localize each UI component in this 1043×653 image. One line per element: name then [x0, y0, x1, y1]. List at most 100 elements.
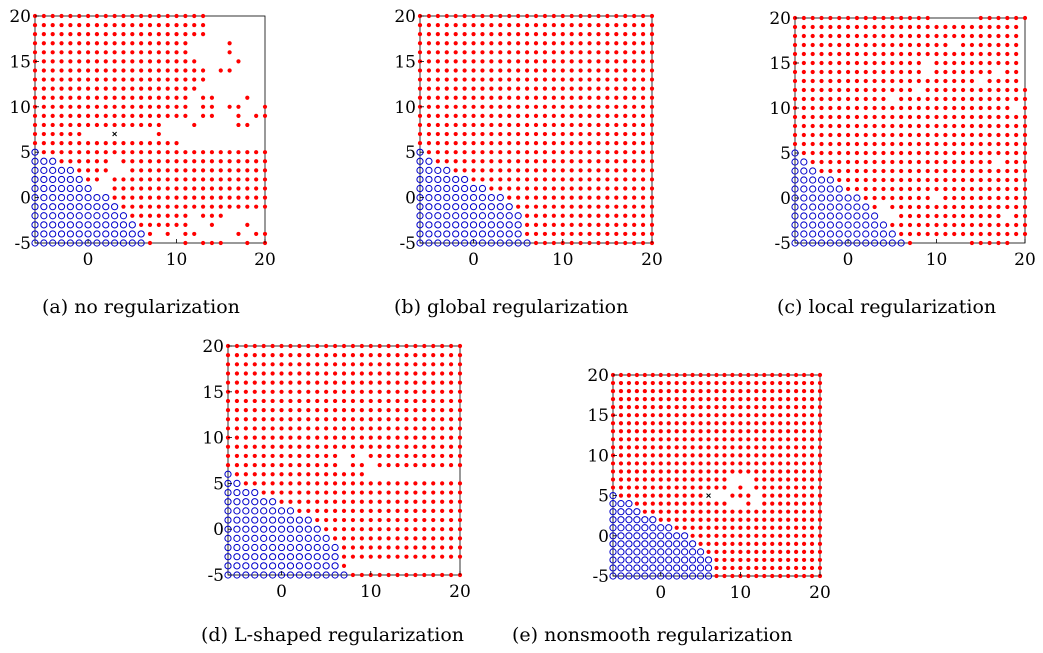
red-star-point: [297, 398, 302, 404]
blue-circle-point: [425, 221, 433, 229]
blue-circle-point: [641, 548, 649, 556]
red-star-point: [810, 105, 815, 111]
red-star-point: [596, 177, 601, 182]
red-star-point: [828, 42, 833, 48]
red-star-point: [649, 150, 655, 155]
red-star-point: [738, 533, 743, 538]
red-star-point: [507, 22, 512, 28]
red-star-point: [516, 113, 521, 118]
red-star-point: [632, 95, 637, 100]
red-star-point: [810, 42, 815, 48]
red-star-point: [350, 462, 356, 468]
red-star-point: [587, 95, 592, 100]
red-star-point: [819, 150, 824, 156]
red-star-point: [192, 186, 197, 191]
red-star-point: [209, 195, 215, 200]
red-star-point: [103, 150, 108, 155]
red-star-point: [642, 372, 647, 378]
red-star-point: [324, 362, 329, 367]
red-star-point: [94, 159, 100, 164]
red-star-point: [112, 95, 117, 100]
red-star-point: [837, 123, 842, 129]
red-star-point: [103, 104, 108, 109]
red-star-point: [440, 371, 445, 376]
red-star-point: [632, 41, 637, 46]
blue-circle-point: [66, 221, 74, 229]
red-star-point: [533, 168, 539, 173]
red-star-point: [794, 437, 799, 442]
red-star-point: [524, 68, 530, 73]
red-star-point: [754, 573, 759, 579]
red-star-point: [623, 22, 628, 28]
red-star-point: [714, 397, 719, 402]
red-star-point: [431, 536, 436, 541]
red-star-point: [68, 122, 73, 128]
red-star-point: [828, 123, 833, 129]
red-star-point: [471, 131, 476, 137]
red-star-point: [770, 413, 775, 418]
red-star-point: [934, 69, 939, 75]
axes-box-b: [419, 15, 653, 244]
y-tick-label-d: -5: [207, 566, 224, 586]
red-star-point: [987, 141, 992, 147]
red-star-point: [156, 113, 161, 118]
red-star-point: [809, 557, 815, 563]
blue-circle-point: [443, 221, 451, 229]
red-star-point: [632, 68, 637, 73]
blue-circle-point: [242, 571, 250, 579]
red-star-point: [404, 362, 409, 367]
red-star-point: [943, 186, 948, 192]
red-star-point: [978, 132, 983, 138]
red-star-point: [156, 168, 161, 173]
red-star-point: [722, 397, 727, 402]
red-star-point: [614, 186, 619, 191]
red-star-point: [794, 525, 799, 530]
blue-circle-point: [416, 166, 424, 174]
red-star-point: [969, 159, 975, 165]
red-star-point: [453, 22, 458, 28]
red-star-point: [377, 536, 382, 541]
red-star-point: [94, 13, 100, 19]
red-star-point: [623, 13, 628, 19]
red-star-point: [596, 231, 601, 237]
red-star-point: [234, 362, 240, 367]
red-star-point: [690, 380, 695, 386]
blue-circle-point: [826, 176, 834, 184]
red-star-point: [457, 362, 463, 367]
blue-circle-point: [313, 562, 321, 570]
red-star-point: [422, 417, 427, 422]
red-star-point: [714, 372, 719, 378]
red-star-point: [41, 77, 46, 82]
red-star-point: [413, 398, 418, 404]
red-star-point: [85, 86, 91, 91]
red-star-point: [817, 565, 823, 571]
red-star-point: [801, 15, 806, 21]
red-star-point: [907, 78, 913, 84]
blue-circle-point: [233, 553, 241, 561]
red-star-point: [706, 525, 711, 530]
red-star-point: [837, 141, 842, 147]
blue-circle-point: [649, 548, 657, 556]
red-star-point: [32, 50, 38, 55]
red-star-point: [690, 509, 695, 514]
red-star-point: [819, 168, 824, 174]
red-star-point: [828, 33, 833, 39]
red-star-point: [1022, 114, 1028, 120]
red-star-point: [649, 13, 655, 19]
red-star-point: [200, 68, 206, 73]
red-star-point: [934, 159, 939, 165]
red-star-point: [996, 105, 1001, 111]
red-star-point: [192, 32, 197, 37]
red-star-point: [943, 195, 948, 201]
red-star-point: [730, 453, 735, 458]
red-star-point: [722, 501, 727, 506]
red-star-point: [810, 33, 815, 39]
red-star-point: [542, 86, 548, 91]
red-star-point: [632, 186, 637, 191]
red-star-point: [778, 493, 783, 498]
red-star-point: [996, 78, 1001, 84]
red-star-point: [270, 389, 275, 394]
red-star-point: [524, 50, 530, 55]
red-star-point: [649, 222, 655, 227]
red-star-point: [426, 141, 432, 146]
